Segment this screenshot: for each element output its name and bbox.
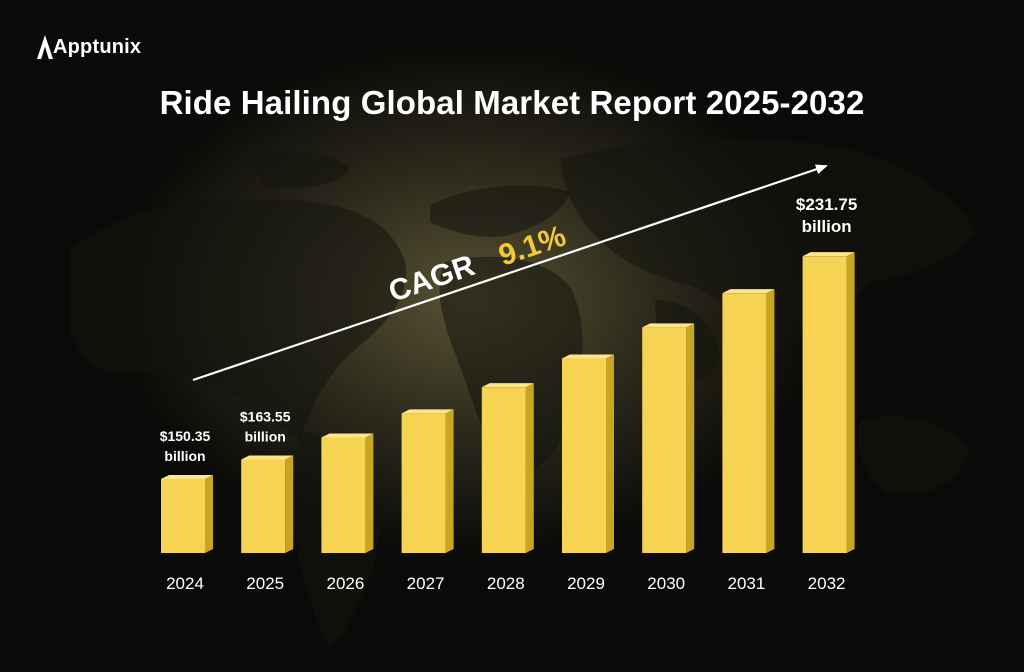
bar-side-2032 [846,252,855,553]
bar-side-2028 [525,383,534,553]
x-tick-label: 2030 [647,574,685,593]
bar-side-2025 [285,455,294,553]
bar-top-2030 [642,323,695,328]
x-tick-label: 2027 [407,574,445,593]
x-tick-label: 2025 [246,574,284,593]
bar-front-2028 [481,387,526,553]
bar-2025 [241,455,294,553]
bar-top-2029 [562,354,614,359]
logo-wordmark: Apptunix [53,36,142,58]
bar-top-2025 [241,455,294,460]
bar-2031 [722,289,775,553]
x-tick-label: 2028 [487,574,525,593]
x-tick-label: 2024 [166,574,204,593]
data-label-value: $231.75 [796,195,857,214]
bar-side-2029 [606,354,614,553]
bar-front-2029 [562,358,606,553]
bar-front-2032 [802,256,847,553]
logo-a-icon [37,35,53,59]
bar-top-2028 [481,383,534,388]
data-label-unit: billion [802,217,852,236]
bar-2029 [562,354,614,553]
data-label-unit: billion [164,448,205,464]
bar-2028 [481,383,534,553]
bar-front-2031 [722,293,767,553]
bar-2027 [401,409,454,553]
bar-front-2024 [161,479,205,553]
x-tick-label: 2029 [567,574,605,593]
bar-2026 [321,433,374,553]
bar-top-2024 [161,475,213,479]
data-label-unit: billion [245,428,286,444]
bar-top-2027 [401,409,454,414]
page-title: Ride Hailing Global Market Report 2025-2… [159,84,865,121]
brand-logo: Apptunix [36,32,141,62]
bar-top-2026 [321,433,374,438]
bar-top-2031 [722,289,775,294]
data-label-value: $150.35 [160,428,211,444]
bar-front-2027 [401,413,446,553]
bar-side-2024 [205,475,213,553]
bar-front-2030 [642,327,687,553]
bar-side-2031 [766,289,775,553]
bar-side-2030 [686,323,695,553]
x-tick-label: 2031 [727,574,765,593]
bar-2030 [642,323,695,553]
bar-side-2026 [365,433,374,553]
bar-2032 [802,252,855,553]
x-tick-label: 2026 [326,574,364,593]
bar-2024 [161,475,213,553]
cagr-trend-arrow [192,164,828,382]
bar-side-2027 [445,409,454,553]
bar-front-2025 [241,459,286,553]
bar-front-2026 [321,437,366,553]
x-tick-label: 2032 [808,574,846,593]
bar-top-2032 [802,252,855,257]
data-label-value: $163.55 [240,408,291,424]
